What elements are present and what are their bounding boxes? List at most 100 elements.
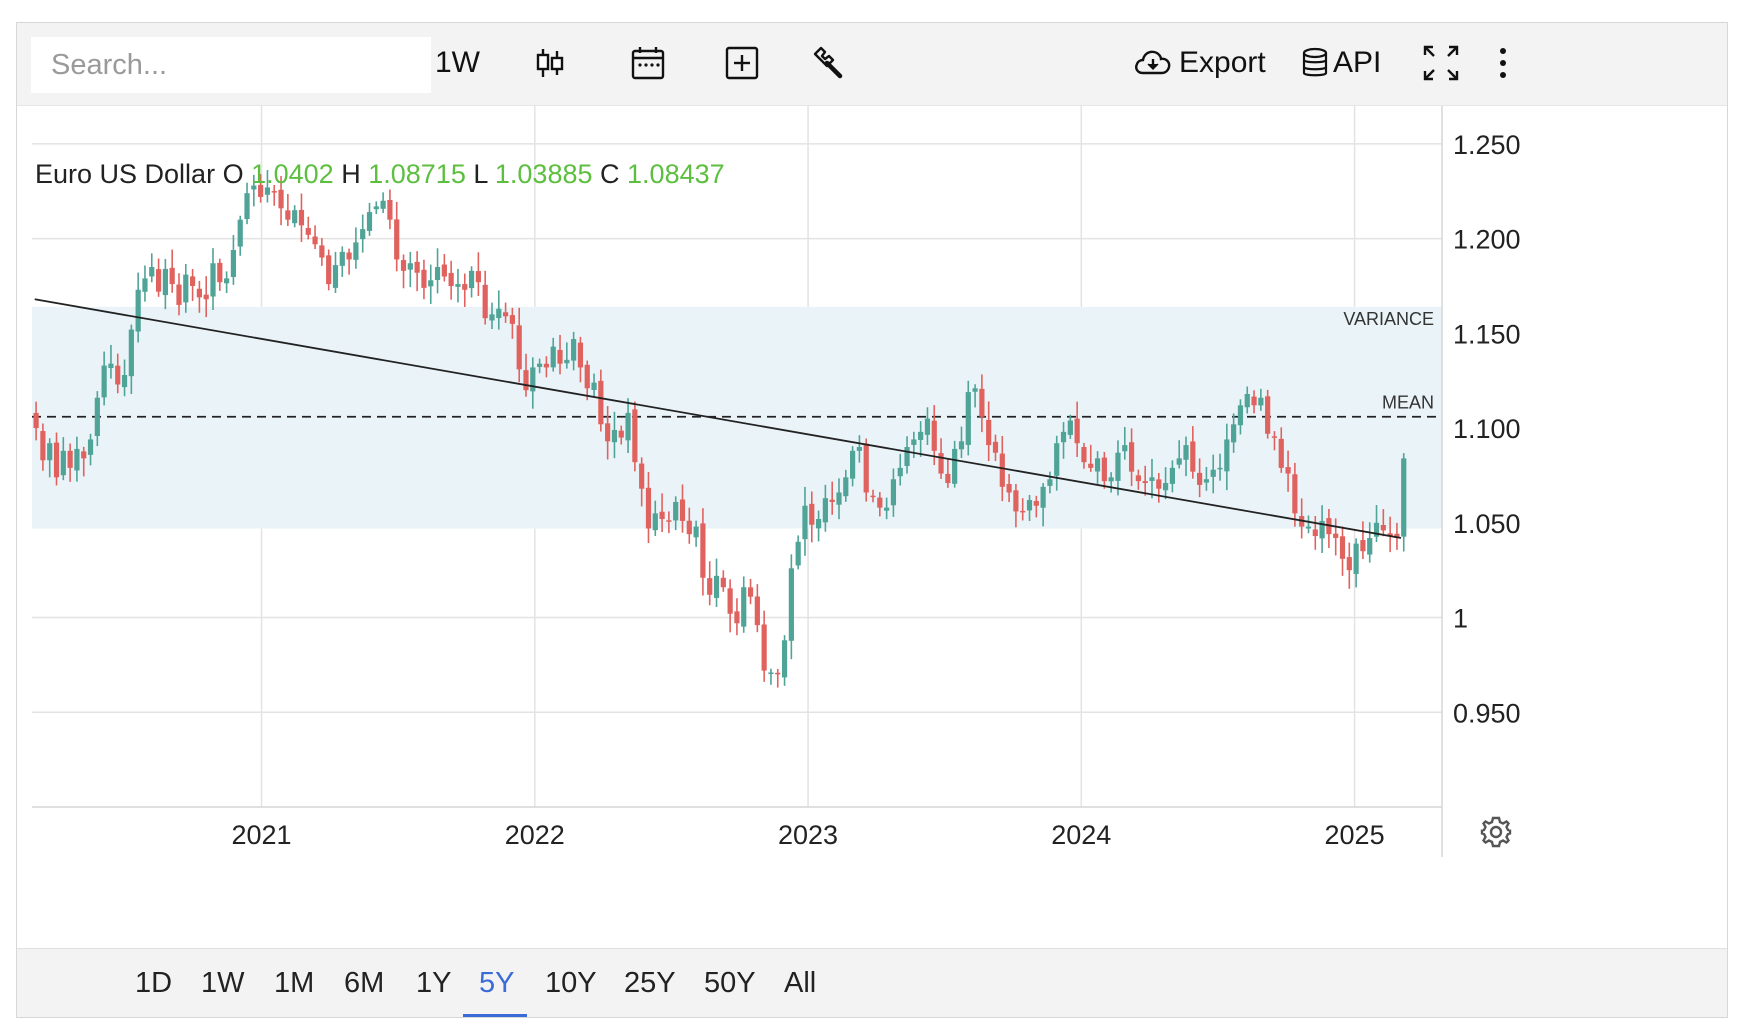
candle (972, 384, 978, 408)
candle (183, 263, 189, 313)
fullscreen-button[interactable] (1423, 37, 1459, 89)
candle-body (1346, 557, 1352, 571)
candle (1142, 465, 1148, 496)
candle (931, 405, 937, 466)
more-vertical-icon (1497, 46, 1509, 80)
plus-square-icon (725, 46, 759, 80)
candle-body (1265, 396, 1271, 434)
interval-selector[interactable]: 1W (435, 37, 480, 89)
export-button[interactable]: Export (1133, 37, 1266, 89)
candle (40, 423, 46, 471)
range-button-1d[interactable]: 1D (135, 949, 172, 1017)
candle (822, 484, 828, 532)
candle-body (81, 451, 87, 459)
candle-body (530, 367, 536, 392)
candle (958, 426, 965, 458)
candle (979, 374, 985, 433)
candle (312, 225, 318, 250)
x-tick-label: 2022 (505, 820, 565, 850)
price-chart[interactable]: VARIANCE MEAN 1.250 1.200 1.150 1.100 1.050 1 0… (17, 106, 1727, 952)
candle (448, 260, 454, 300)
range-label: 10Y (545, 966, 597, 999)
candle (543, 356, 550, 378)
candle-body (387, 199, 393, 220)
candle (319, 238, 325, 266)
candle-body (979, 388, 985, 417)
candle (952, 440, 958, 488)
range-button-25y[interactable]: 25Y (624, 949, 676, 1017)
candle-body (775, 672, 781, 675)
candle (380, 192, 386, 214)
mean-label: MEAN (1382, 393, 1434, 413)
range-button-10y[interactable]: 10Y (545, 949, 597, 1017)
candle-body (802, 505, 808, 540)
candle (734, 598, 740, 636)
candle-body (1101, 457, 1107, 482)
candle-body (1122, 445, 1128, 452)
candle (557, 334, 563, 375)
candle (700, 508, 706, 596)
legend-c-value: 1.08437 (627, 159, 725, 189)
x-tick-label: 2021 (231, 820, 291, 850)
candle (67, 443, 73, 482)
y-tick-label: 1.250 (1453, 130, 1521, 160)
legend-o-label: O (223, 159, 244, 189)
candle-body (911, 439, 917, 445)
candle (428, 264, 434, 304)
candle (884, 497, 890, 520)
candle-body (346, 252, 352, 260)
range-button-all[interactable]: All (784, 949, 816, 1017)
candle-body (1401, 458, 1407, 537)
candle (571, 331, 577, 371)
calendar-button[interactable] (631, 37, 665, 89)
candle-body (618, 430, 624, 438)
range-button-1y[interactable]: 1Y (416, 949, 451, 1017)
range-button-1m[interactable]: 1M (274, 949, 314, 1017)
candle-body (312, 236, 318, 245)
candle-body (1128, 442, 1135, 472)
candle (788, 554, 794, 660)
range-label: All (784, 966, 817, 999)
candle-body (700, 523, 706, 578)
candle-body (1013, 490, 1019, 512)
range-selector-bar: 1D 1W 1M 6M 1Y 5Y 10Y 25Y 50Y All (17, 948, 1727, 1017)
candle (373, 201, 379, 215)
candle (53, 432, 60, 486)
legend-h-label: H (341, 159, 361, 189)
add-indicator-button[interactable] (725, 37, 759, 89)
candle (33, 401, 39, 441)
tools-button[interactable] (811, 37, 845, 89)
candle (632, 401, 638, 472)
candle-body (1339, 536, 1346, 559)
candle-body (278, 189, 284, 209)
range-button-1w[interactable]: 1W (201, 949, 245, 1017)
x-tick-label: 2023 (778, 820, 838, 850)
chart-type-button[interactable] (535, 37, 565, 89)
more-options-button[interactable] (1497, 37, 1509, 89)
candle-body (434, 267, 441, 280)
candle (577, 336, 584, 383)
range-button-50y[interactable]: 50Y (704, 949, 756, 1017)
candle (1190, 426, 1196, 479)
search-input[interactable] (31, 37, 431, 93)
candle-body (1006, 484, 1012, 493)
candle (618, 425, 624, 445)
range-label: 50Y (704, 966, 756, 999)
candle-body (237, 219, 243, 247)
candle (1217, 453, 1223, 481)
candle-body (1231, 424, 1237, 443)
candle-body (918, 431, 924, 440)
legend: Euro US Dollar O 1.0402 H 1.08715 L 1.03… (35, 159, 725, 189)
cloud-download-icon (1133, 47, 1173, 79)
candle (686, 507, 692, 544)
range-button-6m[interactable]: 6M (344, 949, 384, 1017)
candle-body (693, 526, 699, 538)
candle-body (870, 495, 876, 498)
candle-body (94, 397, 100, 436)
candle (1360, 521, 1366, 560)
api-button[interactable]: API (1301, 37, 1381, 89)
candle-body (795, 541, 801, 566)
candle-body (1169, 467, 1176, 484)
range-button-5y[interactable]: 5Y (479, 949, 514, 1017)
chart-settings-button[interactable] (1479, 815, 1513, 854)
